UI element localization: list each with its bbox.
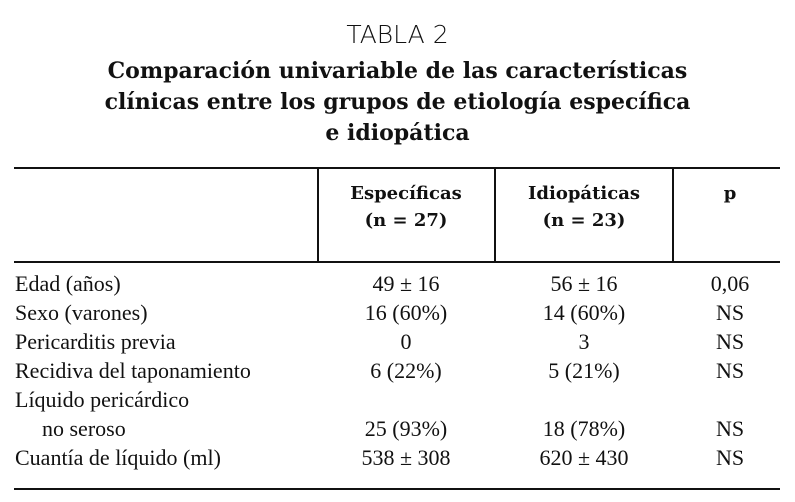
table-cell: 18 (78%)	[542, 416, 626, 441]
table-cell: 14 (60%)	[542, 300, 626, 325]
table-cell: 538 ± 308	[361, 445, 451, 470]
table-cell: 3	[578, 329, 590, 354]
title: TABLA 2	[346, 20, 449, 49]
table-cell: 25 (93%)	[364, 416, 448, 441]
header-cell: Específicas	[350, 183, 462, 204]
rule	[14, 167, 780, 169]
rule	[14, 261, 780, 263]
table-cell: 0,06	[710, 271, 750, 296]
table-cell: NS	[715, 416, 745, 441]
row-label: Recidiva del taponamiento	[15, 358, 251, 383]
header-cell: (n = 23)	[542, 210, 626, 231]
table-cell: NS	[715, 445, 745, 470]
row-label: Líquido pericárdico	[15, 387, 190, 412]
rule	[14, 488, 780, 490]
row-label: Edad (años)	[15, 271, 121, 296]
subtitle-line: clínicas entre los grupos de etiología e…	[104, 89, 691, 115]
table-cell: 620 ± 430	[539, 445, 629, 470]
header-cell: (n = 27)	[364, 210, 448, 231]
column-divider	[672, 168, 674, 262]
table-cell: 6 (22%)	[370, 358, 442, 383]
row-label: Cuantía de líquido (ml)	[15, 445, 221, 470]
header-cell: p	[723, 183, 737, 204]
subtitle-line: Comparación univariable de las caracterí…	[107, 58, 688, 84]
row-label: no seroso	[42, 416, 126, 441]
table-cell: NS	[715, 329, 745, 354]
column-divider	[317, 168, 319, 262]
table-cell: 56 ± 16	[550, 271, 618, 296]
subtitle-line: e idiopática	[325, 120, 470, 146]
column-divider	[494, 168, 496, 262]
table-cell: 0	[400, 329, 412, 354]
table-cell: 5 (21%)	[548, 358, 620, 383]
header-cell: Idiopáticas	[527, 183, 640, 204]
row-label: Pericarditis previa	[15, 329, 176, 354]
table-cell: 49 ± 16	[372, 271, 440, 296]
row-label: Sexo (varones)	[15, 300, 148, 325]
table-cell: NS	[715, 358, 745, 383]
table-cell: NS	[715, 300, 745, 325]
table-cell: 16 (60%)	[364, 300, 448, 325]
